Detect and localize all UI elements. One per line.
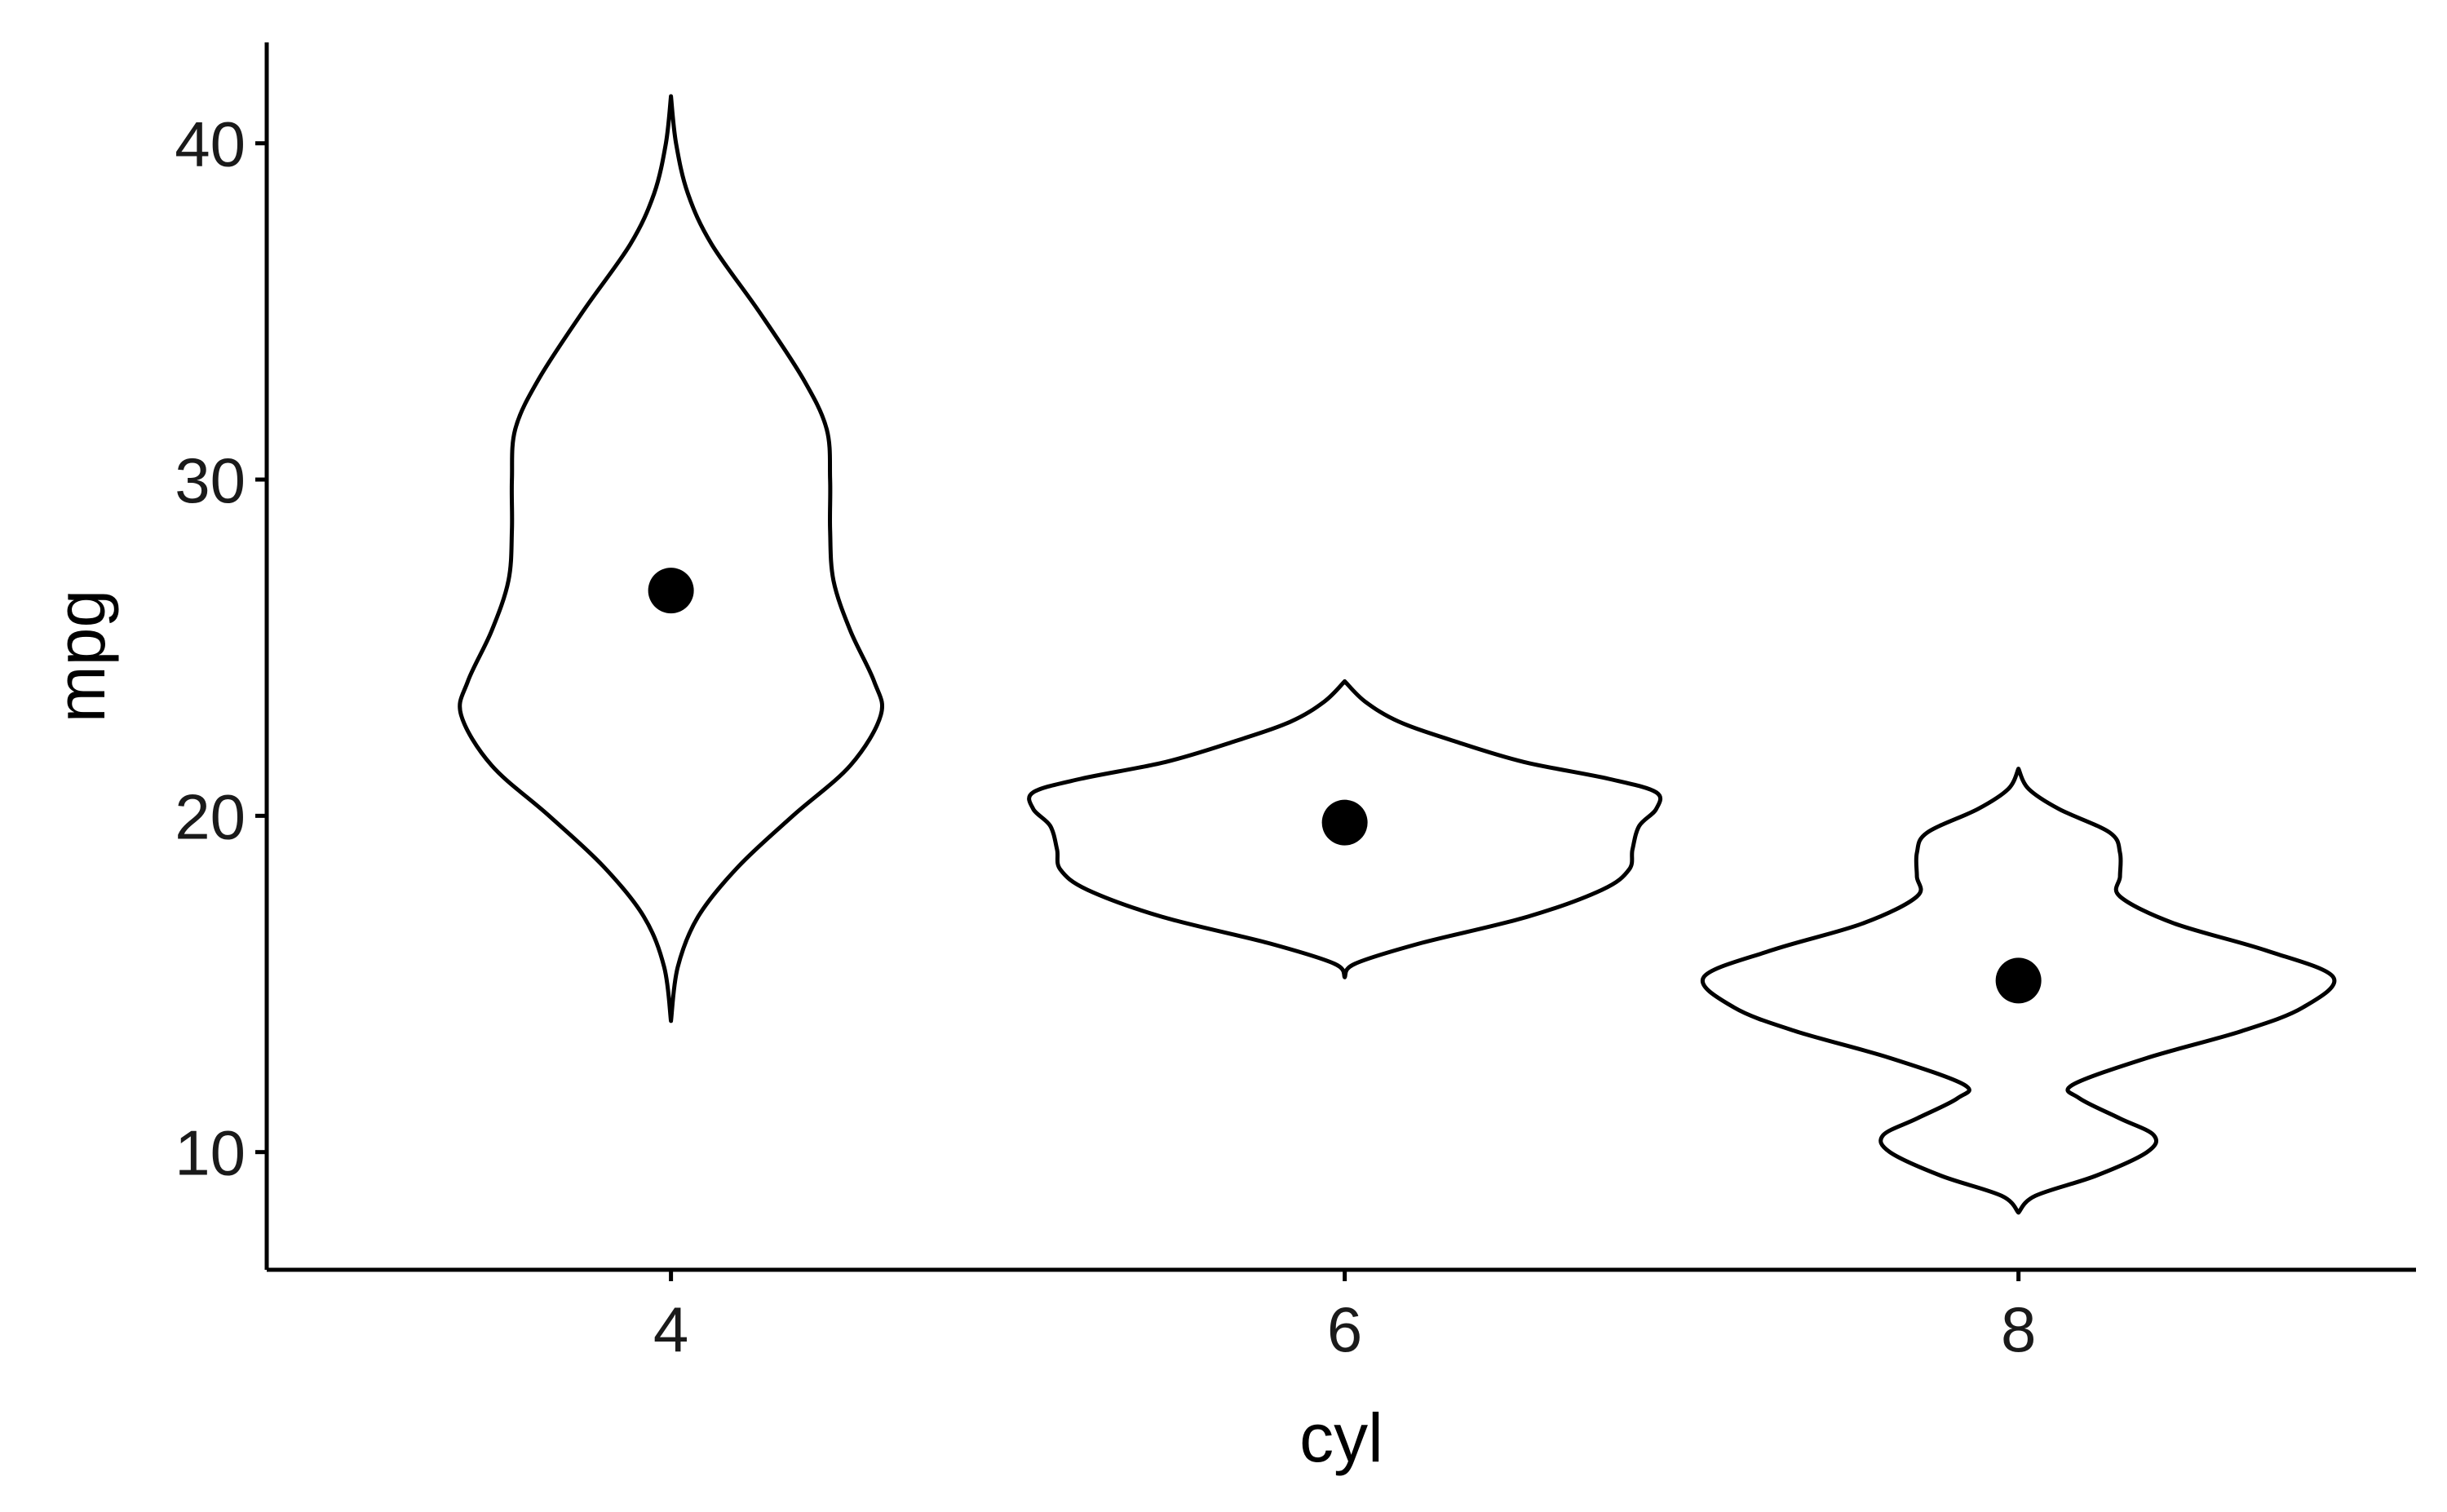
x-axis-title: cyl (1299, 1399, 1383, 1476)
x-tick-label: 4 (653, 1293, 688, 1365)
mean-point-cyl-8 (1995, 957, 2042, 1004)
violin-cyl-6 (1027, 679, 1663, 979)
mean-point-cyl-6 (1321, 799, 1368, 846)
x-tick-label: 6 (1327, 1293, 1362, 1365)
y-axis-title: mpg (42, 590, 119, 723)
y-tick-label: 10 (175, 1117, 246, 1189)
violin-cyl-4 (458, 94, 885, 1023)
mean-point-cyl-4 (648, 568, 694, 614)
y-tick-label: 40 (175, 108, 246, 180)
x-axis-ticks: 4 6 8 (653, 1270, 2036, 1365)
y-tick-label: 30 (175, 444, 246, 516)
mean-points-layer (648, 568, 2042, 1004)
y-tick-label: 20 (175, 780, 246, 852)
violin-cyl-8 (1700, 767, 2337, 1215)
x-tick-label: 8 (2001, 1293, 2036, 1365)
y-axis-ticks: 10 20 30 40 (175, 108, 267, 1189)
violins-layer (458, 94, 2337, 1215)
